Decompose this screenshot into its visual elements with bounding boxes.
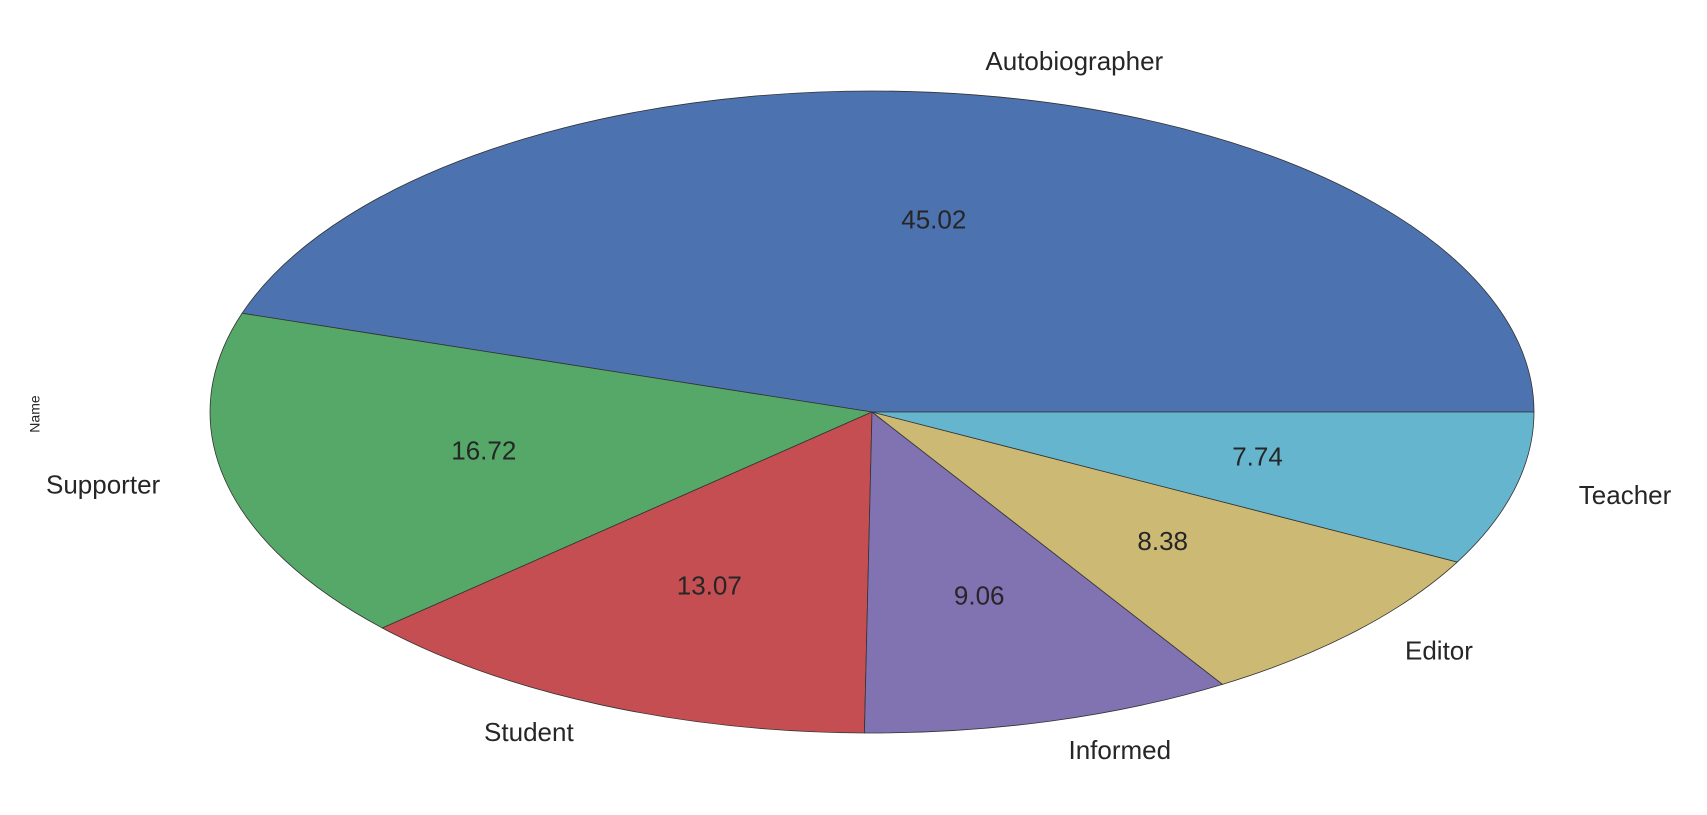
pie-slice-student <box>381 411 873 734</box>
y-axis-label: Name <box>27 395 43 433</box>
pie-slice-autobiographer <box>241 90 1535 413</box>
value-label-teacher: 7.74 <box>1232 441 1283 471</box>
pie-slice-informed <box>864 411 1224 734</box>
category-label-autobiographer: Autobiographer <box>985 46 1163 76</box>
value-label-student: 13.07 <box>677 571 742 601</box>
value-label-supporter: 16.72 <box>451 436 516 466</box>
value-label-autobiographer: 45.02 <box>901 205 966 235</box>
category-label-teacher: Teacher <box>1579 480 1672 510</box>
pie-slice-editor <box>871 411 1459 685</box>
category-label-informed: Informed <box>1069 735 1172 765</box>
labels-layer: 45.02 Autobiographer 16.72 Supporter 13.07 St… <box>46 46 1672 765</box>
pie-slice-teacher <box>871 411 1535 563</box>
pie-slice-supporter <box>209 312 874 629</box>
value-label-informed: 9.06 <box>954 580 1005 610</box>
value-label-editor: 8.38 <box>1137 526 1188 556</box>
category-label-editor: Editor <box>1405 635 1473 665</box>
slices-layer <box>209 90 1535 734</box>
category-label-student: Student <box>484 717 574 747</box>
category-label-supporter: Supporter <box>46 469 161 499</box>
